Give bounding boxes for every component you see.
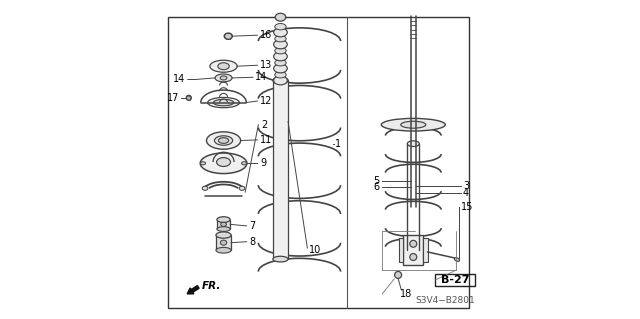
Ellipse shape: [224, 33, 232, 39]
Text: 3: 3: [463, 182, 469, 191]
Ellipse shape: [213, 100, 234, 106]
Ellipse shape: [186, 95, 191, 100]
Ellipse shape: [275, 35, 286, 42]
Ellipse shape: [274, 40, 287, 49]
Ellipse shape: [215, 74, 232, 82]
Text: 12: 12: [260, 96, 272, 106]
Ellipse shape: [274, 28, 287, 37]
Ellipse shape: [220, 240, 227, 245]
Text: 4: 4: [463, 188, 469, 198]
Bar: [273, 80, 288, 259]
Ellipse shape: [401, 121, 426, 128]
Ellipse shape: [274, 64, 287, 73]
Ellipse shape: [216, 158, 230, 167]
Text: S3V4−B2801: S3V4−B2801: [415, 296, 475, 305]
Ellipse shape: [218, 138, 228, 143]
Text: 11: 11: [260, 135, 272, 145]
Ellipse shape: [239, 186, 245, 190]
Ellipse shape: [410, 240, 417, 247]
Ellipse shape: [214, 136, 233, 145]
Ellipse shape: [210, 60, 237, 72]
Ellipse shape: [275, 13, 286, 21]
Ellipse shape: [275, 24, 286, 30]
Ellipse shape: [200, 153, 247, 174]
Bar: [435, 274, 475, 286]
Text: 5: 5: [373, 176, 380, 186]
Text: 14: 14: [255, 72, 268, 82]
Ellipse shape: [407, 141, 419, 146]
Text: 18: 18: [400, 289, 412, 299]
Ellipse shape: [406, 247, 420, 253]
Ellipse shape: [200, 162, 205, 165]
Ellipse shape: [241, 162, 246, 165]
Ellipse shape: [217, 227, 230, 232]
Ellipse shape: [220, 76, 227, 80]
Text: 6: 6: [373, 182, 380, 192]
Ellipse shape: [395, 271, 401, 278]
Bar: [217, 219, 230, 229]
Bar: [423, 238, 428, 263]
Ellipse shape: [221, 78, 227, 82]
Text: B-27: B-27: [441, 275, 469, 285]
Ellipse shape: [273, 256, 288, 262]
Ellipse shape: [274, 52, 287, 61]
Text: 14: 14: [173, 75, 186, 85]
Text: 2: 2: [261, 120, 267, 130]
Text: 10: 10: [309, 245, 321, 255]
FancyArrow shape: [187, 286, 199, 294]
Text: 8: 8: [249, 237, 255, 247]
Bar: [403, 235, 423, 265]
Text: 15: 15: [461, 202, 473, 212]
Ellipse shape: [217, 217, 230, 222]
Ellipse shape: [202, 186, 208, 190]
Ellipse shape: [275, 71, 286, 78]
Ellipse shape: [207, 98, 239, 108]
Text: 9: 9: [260, 158, 266, 168]
Text: 17: 17: [167, 93, 179, 103]
Ellipse shape: [275, 60, 286, 66]
Text: FR.: FR.: [202, 281, 221, 291]
Ellipse shape: [216, 248, 231, 253]
Ellipse shape: [221, 222, 227, 226]
Text: 1: 1: [335, 139, 341, 149]
Ellipse shape: [410, 254, 417, 261]
Ellipse shape: [207, 132, 241, 149]
Ellipse shape: [381, 118, 445, 131]
Ellipse shape: [218, 63, 229, 70]
Ellipse shape: [273, 77, 288, 84]
Ellipse shape: [454, 258, 460, 261]
Ellipse shape: [275, 48, 286, 54]
Text: 16: 16: [260, 30, 272, 40]
Text: 13: 13: [260, 60, 272, 70]
Ellipse shape: [274, 76, 287, 85]
Bar: [399, 238, 403, 263]
Ellipse shape: [216, 232, 231, 238]
Bar: [216, 235, 231, 250]
Text: 7: 7: [249, 221, 255, 231]
